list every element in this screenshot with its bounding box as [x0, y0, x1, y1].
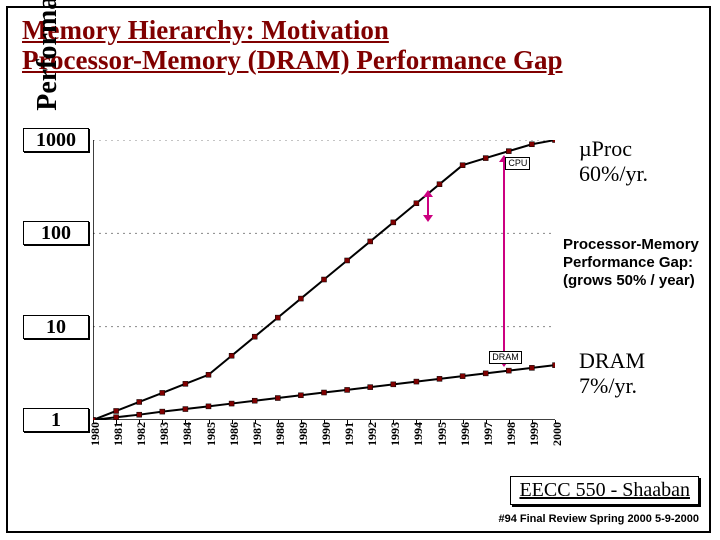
x-tick-label: 1987 [250, 422, 265, 446]
y-tick-label: 100 [23, 221, 89, 245]
x-tick-label: 1998 [504, 422, 519, 446]
x-tick-label: 1994 [411, 422, 426, 446]
chart: 1101001000 19801981198219831984198519861… [93, 140, 555, 420]
x-tick-label: 1992 [365, 422, 380, 446]
x-tick-label: 1991 [342, 422, 357, 446]
footer-detail: #94 Final Review Spring 2000 5-9-2000 [498, 513, 699, 525]
y-tick-label: 1000 [23, 128, 89, 152]
series-label-dram: DRAM [489, 351, 522, 364]
x-tick-label: 1995 [435, 422, 450, 446]
y-tick-label: 1 [23, 408, 89, 432]
series-label-cpu: CPU [505, 157, 530, 170]
x-tick-label: 1983 [157, 422, 172, 446]
title-line-1: Memory Hierarchy: Motivation [22, 15, 389, 45]
cpu-arrow-icon [427, 196, 429, 216]
x-tick-label: 1990 [319, 422, 334, 446]
x-tick-label: 1993 [388, 422, 403, 446]
x-tick-label: 1986 [227, 422, 242, 446]
annotation-cpu: µProc60%/yr. [579, 136, 648, 187]
x-tick-label: 1985 [204, 422, 219, 446]
x-tick-label: 2000 [550, 422, 565, 446]
x-tick-label: 1981 [111, 422, 126, 446]
title-line-2: Processor-Memory (DRAM) Performance Gap [22, 45, 563, 75]
gap-arrow-icon [503, 161, 505, 361]
x-tick-label: 1988 [273, 422, 288, 446]
x-tick-label: 1982 [134, 422, 149, 446]
x-tick-label: 1997 [481, 422, 496, 446]
x-tick-label: 1999 [527, 422, 542, 446]
footer-course: EECC 550 - Shaaban [510, 476, 699, 505]
x-tick-label: 1980 [88, 422, 103, 446]
annotation-dram: DRAM7%/yr. [579, 348, 645, 399]
x-tick-label: 1989 [296, 422, 311, 446]
annotation-gap: Processor-MemoryPerformance Gap:(grows 5… [563, 236, 699, 290]
x-tick-label: 1996 [458, 422, 473, 446]
slide-title: Memory Hierarchy: Motivation Processor-M… [22, 16, 699, 75]
chart-svg [93, 140, 555, 420]
y-tick-label: 10 [23, 315, 89, 339]
x-tick-label: 1984 [180, 422, 195, 446]
